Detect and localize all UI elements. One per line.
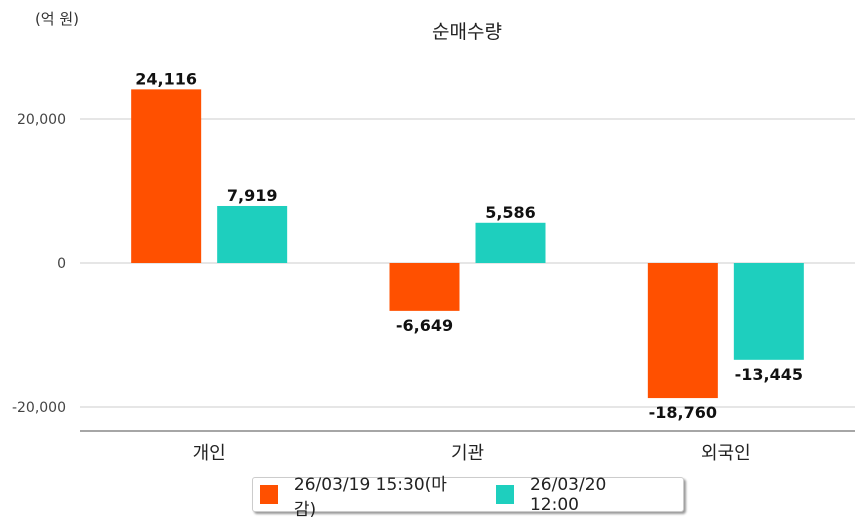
x-tick-label: 외국인 [701,443,751,464]
bar [733,263,804,360]
data-label: 24,116 [135,69,197,88]
y-tick-label: 0 [57,256,66,272]
bar [217,205,288,263]
legend-swatch [496,485,514,504]
data-label: 5,586 [485,203,536,222]
legend-item-series-1[interactable]: 26/03/19 15:30(마감) [260,470,459,520]
data-label: -18,760 [649,403,717,422]
data-label: 7,919 [227,186,278,205]
x-tick-label: 기관 [451,443,484,464]
unit-label: (억 원) [35,10,79,28]
data-label: -6,649 [396,316,453,335]
bar [389,263,460,311]
x-tick-label: 개인 [193,443,226,464]
legend: 26/03/19 15:30(마감) 26/03/20 12:00 [252,475,684,520]
legend-label: 26/03/20 12:00 [529,474,607,515]
chart-title: 순매수량 [432,21,502,43]
legend-item-series-2[interactable]: 26/03/20 12:00 [496,475,653,515]
data-label: -13,445 [735,365,803,384]
legend-label: 26/03/19 15:30(마감) [293,474,447,520]
bar [131,89,202,263]
y-tick-label: -20,000 [12,400,66,416]
bar [475,222,546,263]
legend-swatch [260,485,278,504]
y-tick-label: 20,000 [17,112,66,128]
bar [647,263,718,399]
